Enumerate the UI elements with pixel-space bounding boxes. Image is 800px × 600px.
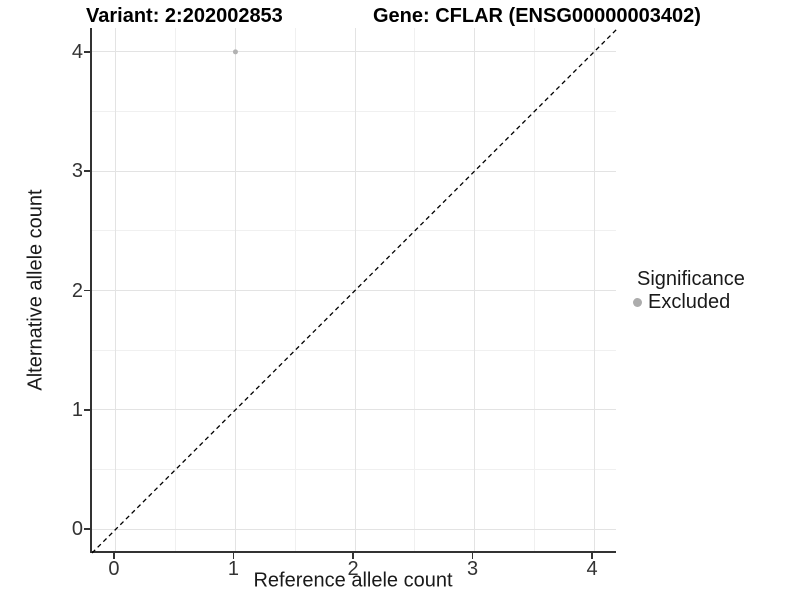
y-gridline-minor (92, 349, 616, 351)
x-gridline-major (115, 28, 117, 551)
y-tick-label: 0 (71, 518, 83, 541)
y-gridline-major (92, 528, 616, 530)
x-tick-mark (591, 553, 593, 559)
identity-line (91, 27, 619, 554)
x-gridline-minor (175, 28, 177, 551)
y-gridline-minor (92, 468, 616, 470)
x-gridline-major (234, 28, 236, 551)
y-gridline-minor (92, 230, 616, 232)
y-gridline-major (92, 290, 616, 291)
x-gridline-major (354, 28, 356, 551)
x-tick-mark (471, 553, 474, 559)
x-tick-label: 3 (466, 558, 479, 580)
x-axis-label: Reference allele count (253, 569, 453, 592)
x-tick-mark (113, 553, 115, 559)
y-tick-label: 3 (71, 160, 83, 183)
y-gridline-minor (92, 111, 616, 113)
y-tick-mark (84, 528, 90, 530)
y-tick-label: 1 (71, 398, 83, 421)
x-gridline-minor (533, 28, 535, 551)
y-gridline-major (92, 51, 616, 53)
plot-canvas (91, 27, 619, 554)
x-tick-mark (232, 553, 235, 559)
y-tick-mark (84, 170, 90, 172)
x-tick-label: 1 (227, 558, 240, 580)
x-gridline-minor (294, 28, 296, 551)
legend-title: Significance (637, 268, 745, 290)
x-gridline-major (593, 28, 595, 551)
y-gridline-major (92, 409, 616, 411)
variant-title: Variant: 2:202002853 (86, 5, 283, 27)
y-tick-mark (84, 51, 90, 53)
x-tick-label: 2 (347, 558, 359, 580)
y-tick-label: 4 (71, 40, 83, 63)
x-gridline-major (474, 28, 476, 551)
y-tick-label: 2 (71, 279, 83, 302)
x-gridline-minor (414, 28, 416, 551)
y-tick-mark (84, 409, 90, 411)
gene-title: Gene: CFLAR (ENSG00000003402) (373, 5, 701, 27)
legend-item-excluded: Excluded (631, 291, 745, 314)
data-point (232, 49, 238, 55)
x-tick-mark (352, 553, 354, 559)
x-tick-label: 0 (108, 558, 120, 580)
y-gridline-major (92, 170, 616, 172)
legend-key-dot (633, 298, 642, 307)
x-tick-label: 4 (586, 558, 598, 580)
legend-item-label: Excluded (648, 291, 731, 313)
plot-panel (90, 27, 619, 554)
legend: Significance Excluded (631, 267, 745, 314)
y-tick-mark (84, 289, 90, 292)
